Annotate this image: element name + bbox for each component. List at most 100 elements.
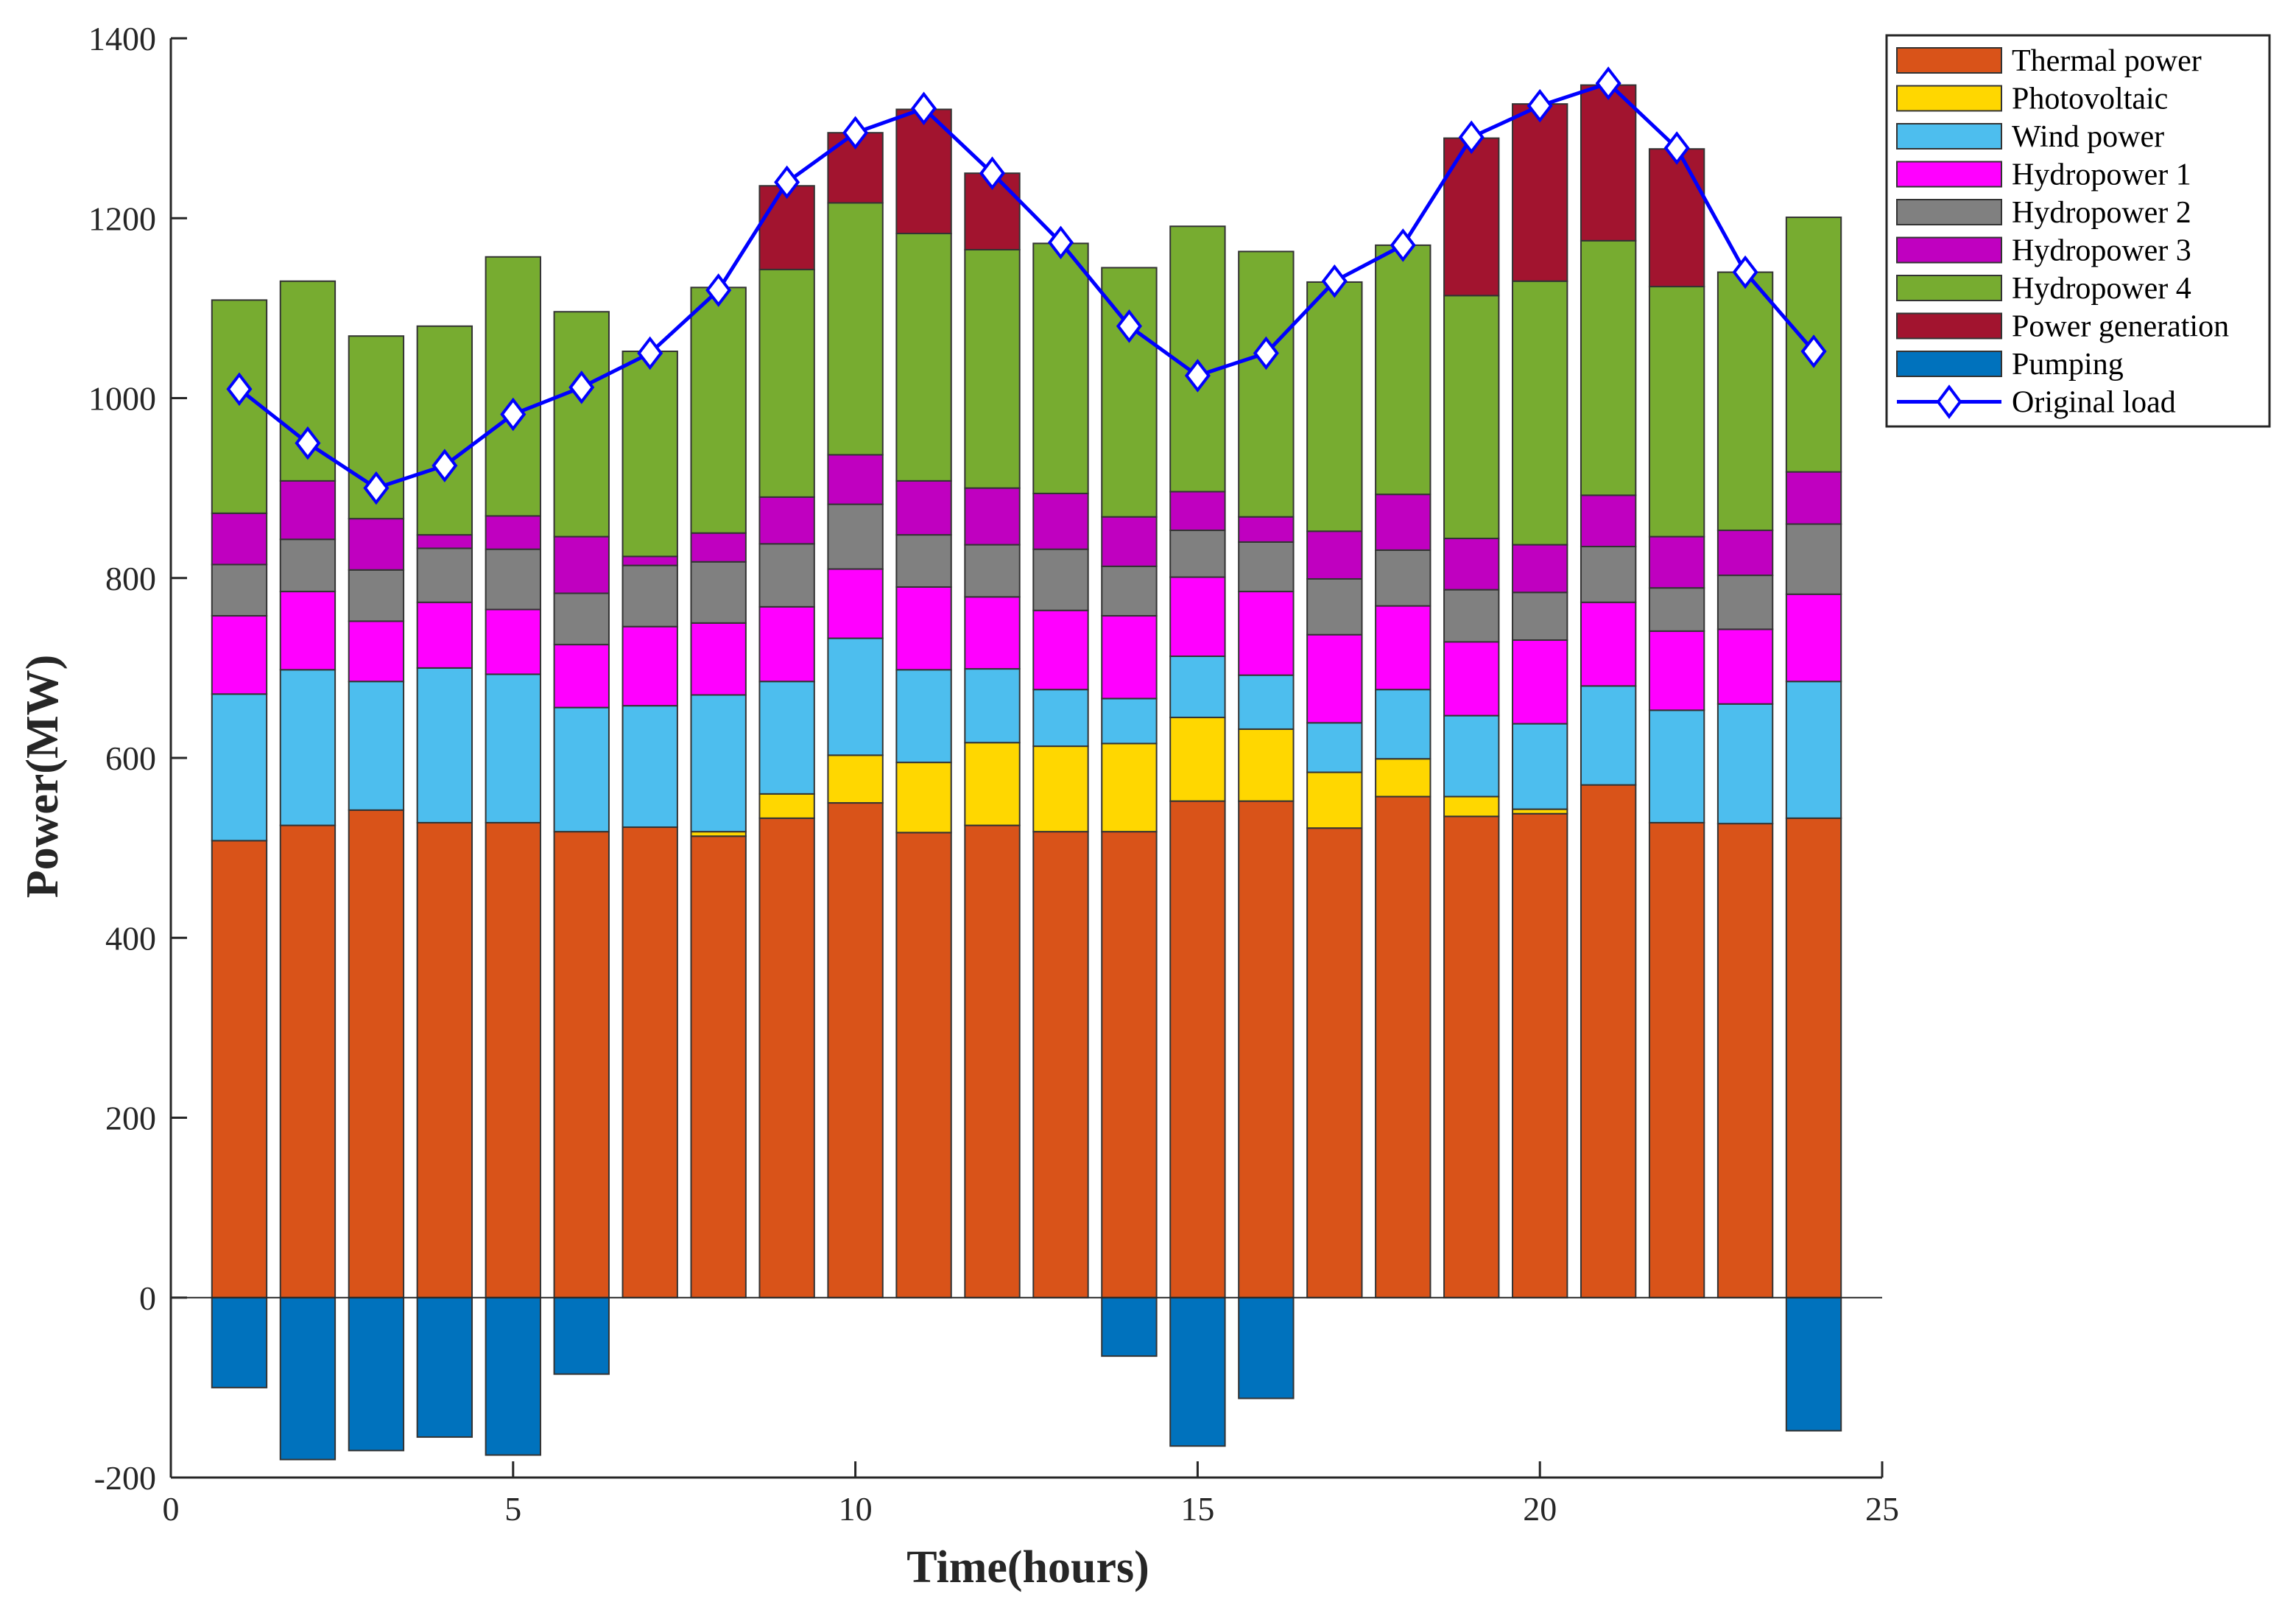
bar-hydropower-1-h19 bbox=[1443, 641, 1500, 717]
load-point-h17 bbox=[1321, 264, 1348, 298]
axes bbox=[169, 37, 1884, 1479]
legend-swatch-power-generation bbox=[1896, 312, 2002, 340]
bar-hydropower-4-h7 bbox=[621, 350, 678, 558]
bar-hydropower-3-h12 bbox=[964, 487, 1021, 546]
load-point-h3 bbox=[363, 471, 390, 505]
bar-photovoltaic-h16 bbox=[1238, 728, 1295, 802]
legend-swatch-hydropower-3 bbox=[1896, 236, 2002, 264]
bar-hydropower-2-h5 bbox=[485, 548, 541, 611]
bar-photovoltaic-h11 bbox=[895, 762, 952, 834]
load-point-h18 bbox=[1390, 228, 1416, 262]
y-tick-label: 400 bbox=[105, 919, 156, 957]
bar-thermal-power-h18 bbox=[1375, 795, 1432, 1299]
bar-wind-power-h19 bbox=[1443, 714, 1500, 798]
bar-pumping-h5 bbox=[485, 1296, 541, 1456]
load-point-h10 bbox=[842, 116, 869, 150]
bar-thermal-power-h2 bbox=[279, 824, 337, 1299]
legend-label-power-generation: Power generation bbox=[2012, 310, 2229, 344]
bar-hydropower-1-h21 bbox=[1580, 601, 1637, 687]
y-tick-label: 1200 bbox=[88, 200, 156, 237]
bar-thermal-power-h12 bbox=[964, 824, 1021, 1299]
bar-photovoltaic-h14 bbox=[1101, 742, 1158, 833]
bar-thermal-power-h14 bbox=[1101, 831, 1158, 1299]
bar-wind-power-h5 bbox=[485, 673, 541, 823]
load-point-h14 bbox=[1116, 309, 1142, 343]
bar-hydropower-2-h1 bbox=[211, 563, 268, 617]
bar-thermal-power-h7 bbox=[621, 826, 678, 1299]
bar-hydropower-2-h10 bbox=[827, 503, 884, 570]
load-point-h15 bbox=[1184, 359, 1211, 393]
legend-label-photovoltaic: Photovoltaic bbox=[2012, 82, 2168, 116]
bar-hydropower-4-h8 bbox=[690, 287, 747, 534]
bar-hydropower-3-h17 bbox=[1306, 530, 1363, 580]
bar-thermal-power-h11 bbox=[895, 832, 952, 1299]
legend-swatch-photovoltaic bbox=[1896, 85, 2002, 112]
bar-power-generation-h20 bbox=[1512, 103, 1568, 282]
bar-hydropower-4-h14 bbox=[1101, 267, 1158, 518]
bar-thermal-power-h16 bbox=[1238, 800, 1295, 1299]
bar-thermal-power-h19 bbox=[1443, 815, 1500, 1299]
bar-hydropower-3-h23 bbox=[1716, 530, 1774, 577]
bar-pumping-h4 bbox=[416, 1296, 473, 1438]
bar-power-generation-h22 bbox=[1648, 148, 1705, 288]
load-point-h8 bbox=[705, 273, 732, 307]
bar-hydropower-1-h6 bbox=[553, 644, 610, 709]
load-point-h2 bbox=[295, 426, 321, 460]
load-point-h16 bbox=[1253, 336, 1279, 370]
bar-hydropower-1-h17 bbox=[1306, 633, 1363, 724]
bar-hydropower-3-h15 bbox=[1169, 491, 1226, 532]
bar-hydropower-4-h5 bbox=[485, 256, 541, 517]
legend-marker bbox=[1936, 384, 1962, 419]
bar-wind-power-h9 bbox=[758, 681, 815, 795]
load-point-h9 bbox=[774, 165, 800, 200]
bar-hydropower-1-h24 bbox=[1785, 593, 1842, 683]
bar-hydropower-3-h6 bbox=[553, 535, 610, 594]
legend-label-original-load: Original load bbox=[2012, 386, 2176, 420]
bar-hydropower-2-h14 bbox=[1101, 565, 1158, 617]
bar-hydropower-3-h2 bbox=[279, 479, 337, 541]
bar-hydropower-4-h11 bbox=[895, 233, 952, 482]
bar-pumping-h3 bbox=[348, 1296, 405, 1452]
bar-hydropower-4-h17 bbox=[1306, 281, 1363, 533]
bar-hydropower-3-h8 bbox=[690, 532, 747, 563]
bar-hydropower-3-h5 bbox=[485, 515, 541, 550]
x-tick-label: 15 bbox=[1180, 1490, 1214, 1528]
load-line bbox=[238, 81, 1815, 491]
y-tick-label: 600 bbox=[105, 740, 156, 777]
bar-hydropower-2-h17 bbox=[1306, 577, 1363, 636]
bar-wind-power-h24 bbox=[1785, 681, 1842, 819]
bar-thermal-power-h8 bbox=[690, 835, 747, 1299]
bar-hydropower-1-h4 bbox=[416, 601, 473, 669]
bar-thermal-power-h13 bbox=[1032, 831, 1089, 1299]
bar-hydropower-2-h18 bbox=[1375, 549, 1432, 607]
bar-wind-power-h2 bbox=[279, 669, 337, 826]
bar-hydropower-1-h5 bbox=[485, 608, 541, 675]
bar-pumping-h24 bbox=[1785, 1296, 1842, 1432]
load-point-h24 bbox=[1800, 334, 1827, 368]
bar-thermal-power-h20 bbox=[1512, 812, 1568, 1299]
bar-hydropower-1-h11 bbox=[895, 586, 952, 671]
legend-label-pumping: Pumping bbox=[2012, 348, 2124, 382]
bar-hydropower-3-h18 bbox=[1375, 493, 1432, 551]
bar-thermal-power-h17 bbox=[1306, 827, 1363, 1299]
bar-hydropower-1-h18 bbox=[1375, 605, 1432, 691]
bar-hydropower-4-h20 bbox=[1512, 280, 1568, 546]
bar-hydropower-3-h1 bbox=[211, 512, 268, 566]
bar-hydropower-3-h4 bbox=[416, 534, 473, 549]
x-tick-label: 20 bbox=[1523, 1490, 1557, 1528]
legend-label-hydropower-1: Hydropower 1 bbox=[2012, 158, 2191, 192]
bar-wind-power-h1 bbox=[211, 693, 268, 842]
bar-wind-power-h23 bbox=[1716, 703, 1774, 825]
x-axis-label: Time(hours) bbox=[906, 1542, 1149, 1592]
y-tick-label: 1400 bbox=[88, 20, 156, 57]
load-point-h13 bbox=[1047, 225, 1074, 260]
bar-hydropower-4-h16 bbox=[1238, 250, 1295, 518]
bar-thermal-power-h22 bbox=[1648, 821, 1705, 1299]
bar-thermal-power-h1 bbox=[211, 840, 268, 1299]
bar-hydropower-4-h4 bbox=[416, 325, 473, 536]
legend-swatch-pumping bbox=[1896, 351, 2002, 377]
y-tick-label: 200 bbox=[105, 1100, 156, 1137]
bar-thermal-power-h4 bbox=[416, 821, 473, 1299]
original-load-line bbox=[226, 66, 1827, 505]
